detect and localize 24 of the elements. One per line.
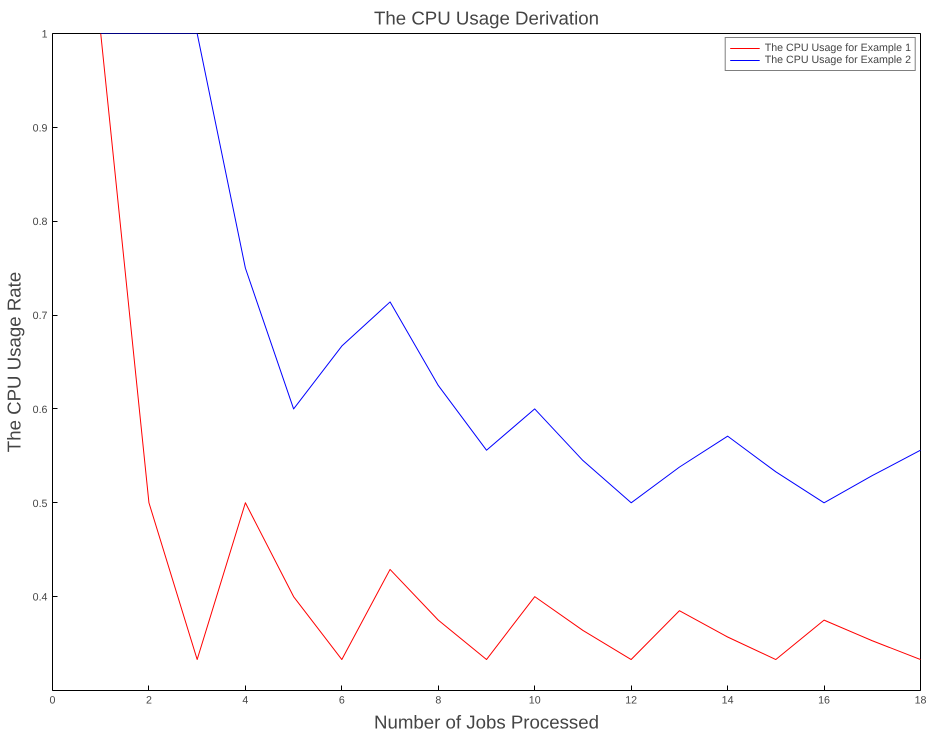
x-tick-label: 2 bbox=[146, 694, 152, 706]
x-tick-label: 18 bbox=[914, 694, 926, 706]
x-tick-label: 6 bbox=[338, 694, 345, 706]
line-series bbox=[100, 34, 920, 504]
x-tick-label: 8 bbox=[435, 694, 442, 706]
line-series bbox=[100, 34, 920, 660]
y-tick-label: 0.9 bbox=[32, 122, 48, 134]
x-tick-label: 10 bbox=[528, 694, 541, 706]
y-tick-label: 0.7 bbox=[32, 310, 48, 322]
x-tick-label: 4 bbox=[242, 694, 248, 706]
x-tick-label: 14 bbox=[722, 694, 734, 706]
chart-title: The CPU Usage Derivation bbox=[374, 8, 600, 28]
x-axis-title: Number of Jobs Processed bbox=[374, 712, 600, 732]
legend-label: The CPU Usage for Example 1 bbox=[764, 42, 911, 54]
y-axis-title: The CPU Usage Rate bbox=[4, 272, 25, 452]
y-tick-label: 0.5 bbox=[32, 498, 48, 510]
legend-label: The CPU Usage for Example 2 bbox=[764, 54, 911, 66]
x-tick-label: 0 bbox=[50, 694, 56, 706]
y-tick-label: 0.6 bbox=[32, 404, 48, 416]
y-tick-label: 1 bbox=[42, 28, 48, 40]
x-tick-label: 12 bbox=[625, 694, 638, 706]
y-tick-label: 0.4 bbox=[32, 592, 48, 604]
y-tick-label: 0.8 bbox=[32, 216, 48, 228]
x-tick-label: 16 bbox=[818, 694, 830, 706]
